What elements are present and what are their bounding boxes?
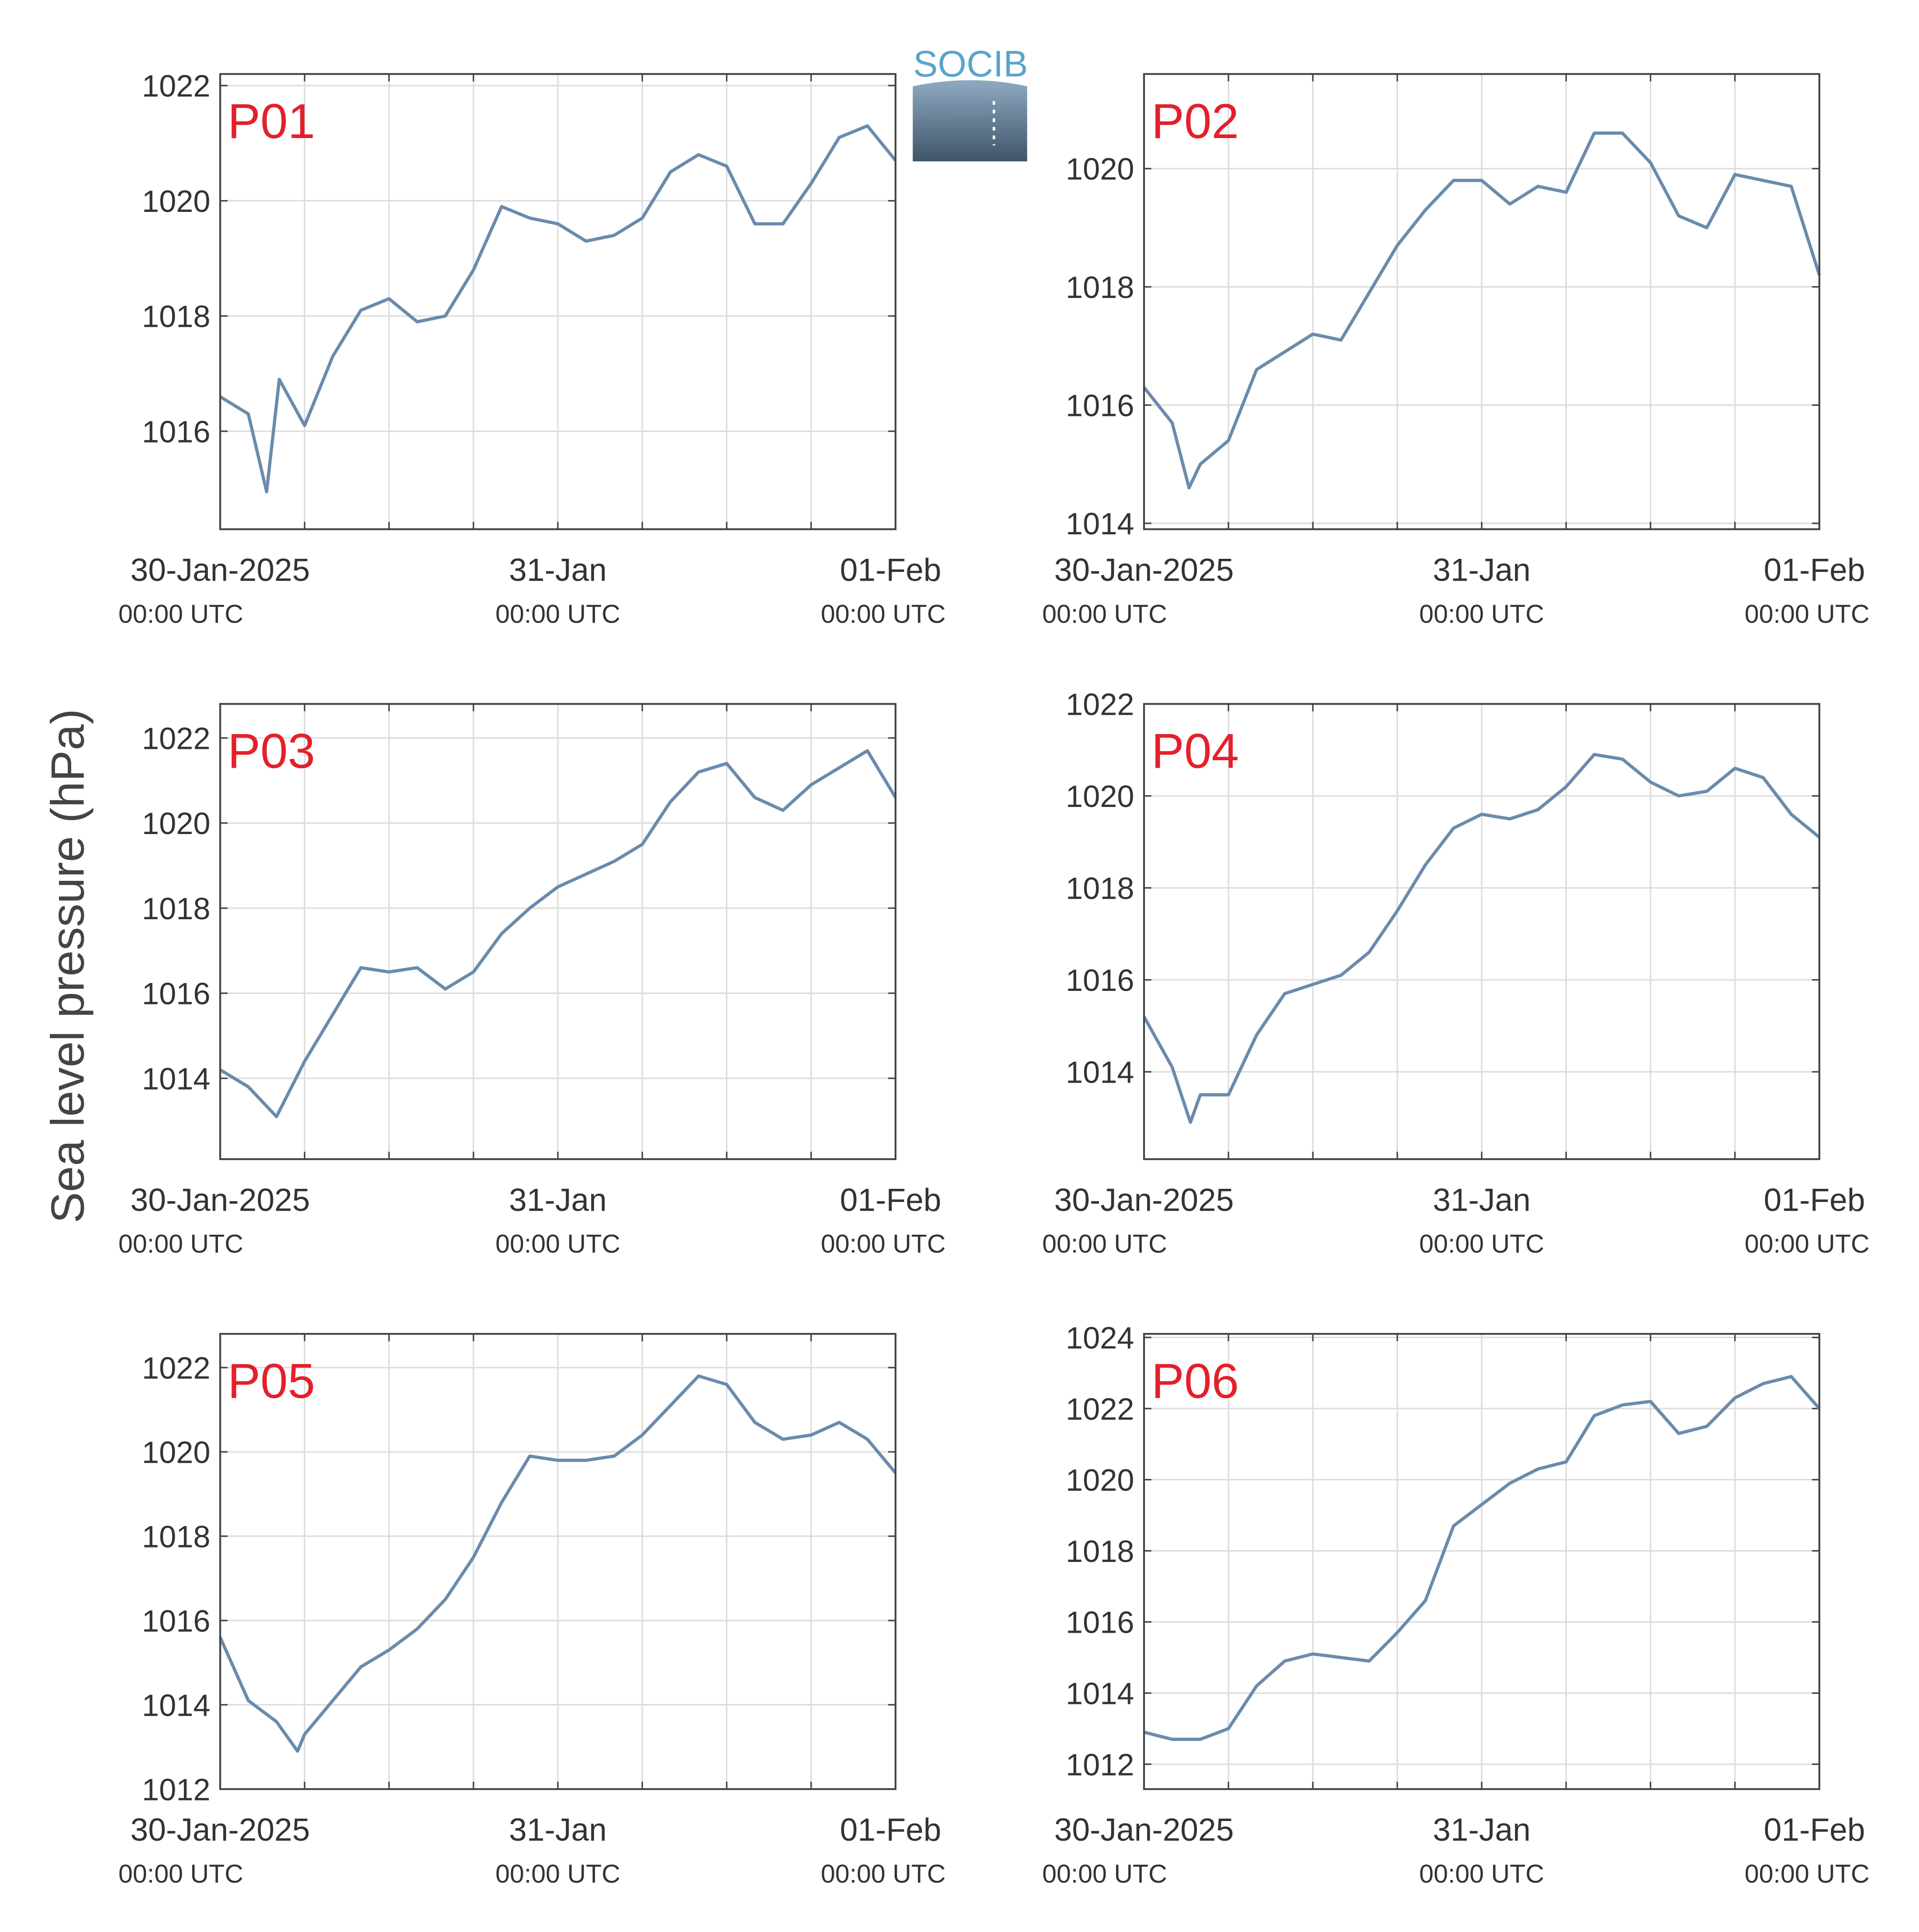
y-tick-label: 1016: [142, 976, 211, 1011]
y-tick-label: 1014: [1066, 506, 1134, 541]
x-tick-sublabel: 00:00 UTC: [1042, 1859, 1167, 1888]
x-tick-sublabel: 00:00 UTC: [495, 1229, 620, 1258]
x-tick-sublabel: 00:00 UTC: [1419, 599, 1544, 628]
data-line: [1142, 753, 1821, 1124]
y-tick-label: 1018: [1066, 270, 1134, 305]
x-tick-sublabel: 00:00 UTC: [821, 599, 946, 628]
y-tick-label: 1016: [142, 1603, 211, 1638]
x-tick-label: 31-Jan: [1433, 1182, 1531, 1218]
y-tick-label: 1018: [142, 1519, 211, 1554]
x-tick-sublabel: 00:00 UTC: [1042, 599, 1167, 628]
y-tick-label: 1018: [1066, 871, 1134, 906]
panel-title: P06: [1151, 1353, 1239, 1408]
y-tick-label: 1020: [142, 806, 211, 841]
panel-title: P02: [1151, 93, 1239, 149]
data-line: [219, 124, 897, 494]
x-tick-sublabel: 00:00 UTC: [1042, 1229, 1167, 1258]
y-tick-label: 1014: [142, 1061, 211, 1096]
y-tick-label: 1018: [142, 299, 211, 334]
panel-title: P01: [228, 93, 315, 149]
y-tick-label: 1016: [1066, 1605, 1134, 1640]
y-tick-label: 1016: [1066, 388, 1134, 422]
plot-frame: [219, 1333, 897, 1790]
x-tick-label: 31-Jan: [509, 1182, 607, 1218]
y-tick-label: 1020: [1066, 152, 1134, 186]
x-tick-sublabel: 00:00 UTC: [118, 599, 243, 628]
plot-frame: [219, 73, 897, 530]
panel: 1014 1016 1018 1020 30-Jan-2025 00:00 UTC 31-J…: [1042, 73, 1870, 628]
panel: 1012 1014 1016 1018 1020 1022 1024 30-Jan-2025 0…: [1042, 1320, 1870, 1888]
data-line: [218, 1374, 897, 1753]
x-tick-sublabel: 00:00 UTC: [495, 599, 620, 628]
x-tick-label: 01-Feb: [1764, 1182, 1865, 1218]
x-tick-label: 30-Jan-2025: [131, 552, 310, 588]
panel: 1014 1016 1018 1020 1022 30-Jan-2025 00:00 UTC…: [118, 703, 946, 1258]
x-tick-sublabel: 00:00 UTC: [1419, 1229, 1544, 1258]
data-line: [1144, 1375, 1821, 1741]
y-tick-label: 1020: [1066, 779, 1134, 814]
panel: 1016 1018 1020 1022 30-Jan-2025 00:00 UTC 31-J…: [118, 69, 946, 628]
x-tick-label: 31-Jan: [509, 552, 607, 588]
x-tick-sublabel: 00:00 UTC: [1745, 599, 1870, 628]
y-tick-label: 1022: [1066, 1392, 1134, 1426]
y-tick-label: 1020: [1066, 1463, 1134, 1497]
plot-frame: [1143, 703, 1821, 1160]
x-tick-label: 01-Feb: [840, 1812, 941, 1848]
data-line: [1143, 132, 1821, 490]
x-tick-label: 31-Jan: [509, 1812, 607, 1848]
y-tick-label: 1014: [1066, 1676, 1134, 1710]
y-tick-label: 1012: [142, 1772, 211, 1807]
x-tick-sublabel: 00:00 UTC: [495, 1859, 620, 1888]
panel: 1012 1014 1016 1018 1020 1022 30-Jan-2025 00:00…: [118, 1333, 946, 1888]
x-tick-label: 01-Feb: [840, 1182, 941, 1218]
y-tick-label: 1020: [142, 184, 211, 218]
y-tick-label: 1016: [142, 414, 211, 449]
y-tick-label: 1020: [142, 1435, 211, 1469]
y-tick-label: 1022: [1066, 687, 1134, 722]
x-tick-label: 30-Jan-2025: [1054, 1812, 1234, 1848]
x-tick-sublabel: 00:00 UTC: [1745, 1859, 1870, 1888]
y-tick-label: 1022: [142, 721, 211, 755]
plot-frame: [219, 703, 897, 1160]
logo-graphic: [913, 80, 1027, 162]
x-tick-sublabel: 00:00 UTC: [1419, 1859, 1544, 1888]
x-tick-label: 01-Feb: [840, 552, 941, 588]
x-tick-label: 30-Jan-2025: [131, 1182, 310, 1218]
data-line: [219, 749, 897, 1118]
y-tick-label: 1016: [1066, 963, 1134, 997]
y-tick-label: 1024: [1066, 1320, 1134, 1355]
y-tick-label: 1014: [1066, 1055, 1134, 1089]
x-tick-sublabel: 00:00 UTC: [821, 1859, 946, 1888]
plot-frame: [1143, 73, 1821, 530]
panel: 1014 1016 1018 1020 1022 30-Jan-2025 00:00 UTC…: [1042, 687, 1870, 1259]
logo: SOCIB: [913, 43, 1028, 162]
x-tick-sublabel: 00:00 UTC: [118, 1859, 243, 1888]
x-tick-label: 31-Jan: [1433, 1812, 1531, 1848]
x-tick-label: 01-Feb: [1764, 1812, 1865, 1848]
x-tick-label: 30-Jan-2025: [1054, 1182, 1234, 1218]
panel-title: P04: [1151, 724, 1239, 779]
y-tick-label: 1018: [1066, 1534, 1134, 1568]
x-tick-sublabel: 00:00 UTC: [821, 1229, 946, 1258]
y-tick-label: 1022: [142, 69, 211, 103]
panel-title: P05: [228, 1353, 315, 1408]
y-tick-label: 1014: [142, 1688, 211, 1722]
y-tick-label: 1018: [142, 891, 211, 926]
plot-frame: [1143, 1333, 1821, 1790]
logo-text: SOCIB: [913, 43, 1028, 84]
x-tick-label: 30-Jan-2025: [131, 1812, 310, 1848]
x-tick-label: 30-Jan-2025: [1054, 552, 1234, 588]
y-tick-label: 1012: [1066, 1747, 1134, 1782]
y-axis-label: Sea level pressure (hPa): [41, 709, 93, 1223]
x-tick-label: 31-Jan: [1433, 552, 1531, 588]
y-tick-label: 1022: [142, 1351, 211, 1385]
x-tick-sublabel: 00:00 UTC: [118, 1229, 243, 1258]
x-tick-label: 01-Feb: [1764, 552, 1865, 588]
panel-title: P03: [228, 724, 315, 779]
x-tick-sublabel: 00:00 UTC: [1745, 1229, 1870, 1258]
